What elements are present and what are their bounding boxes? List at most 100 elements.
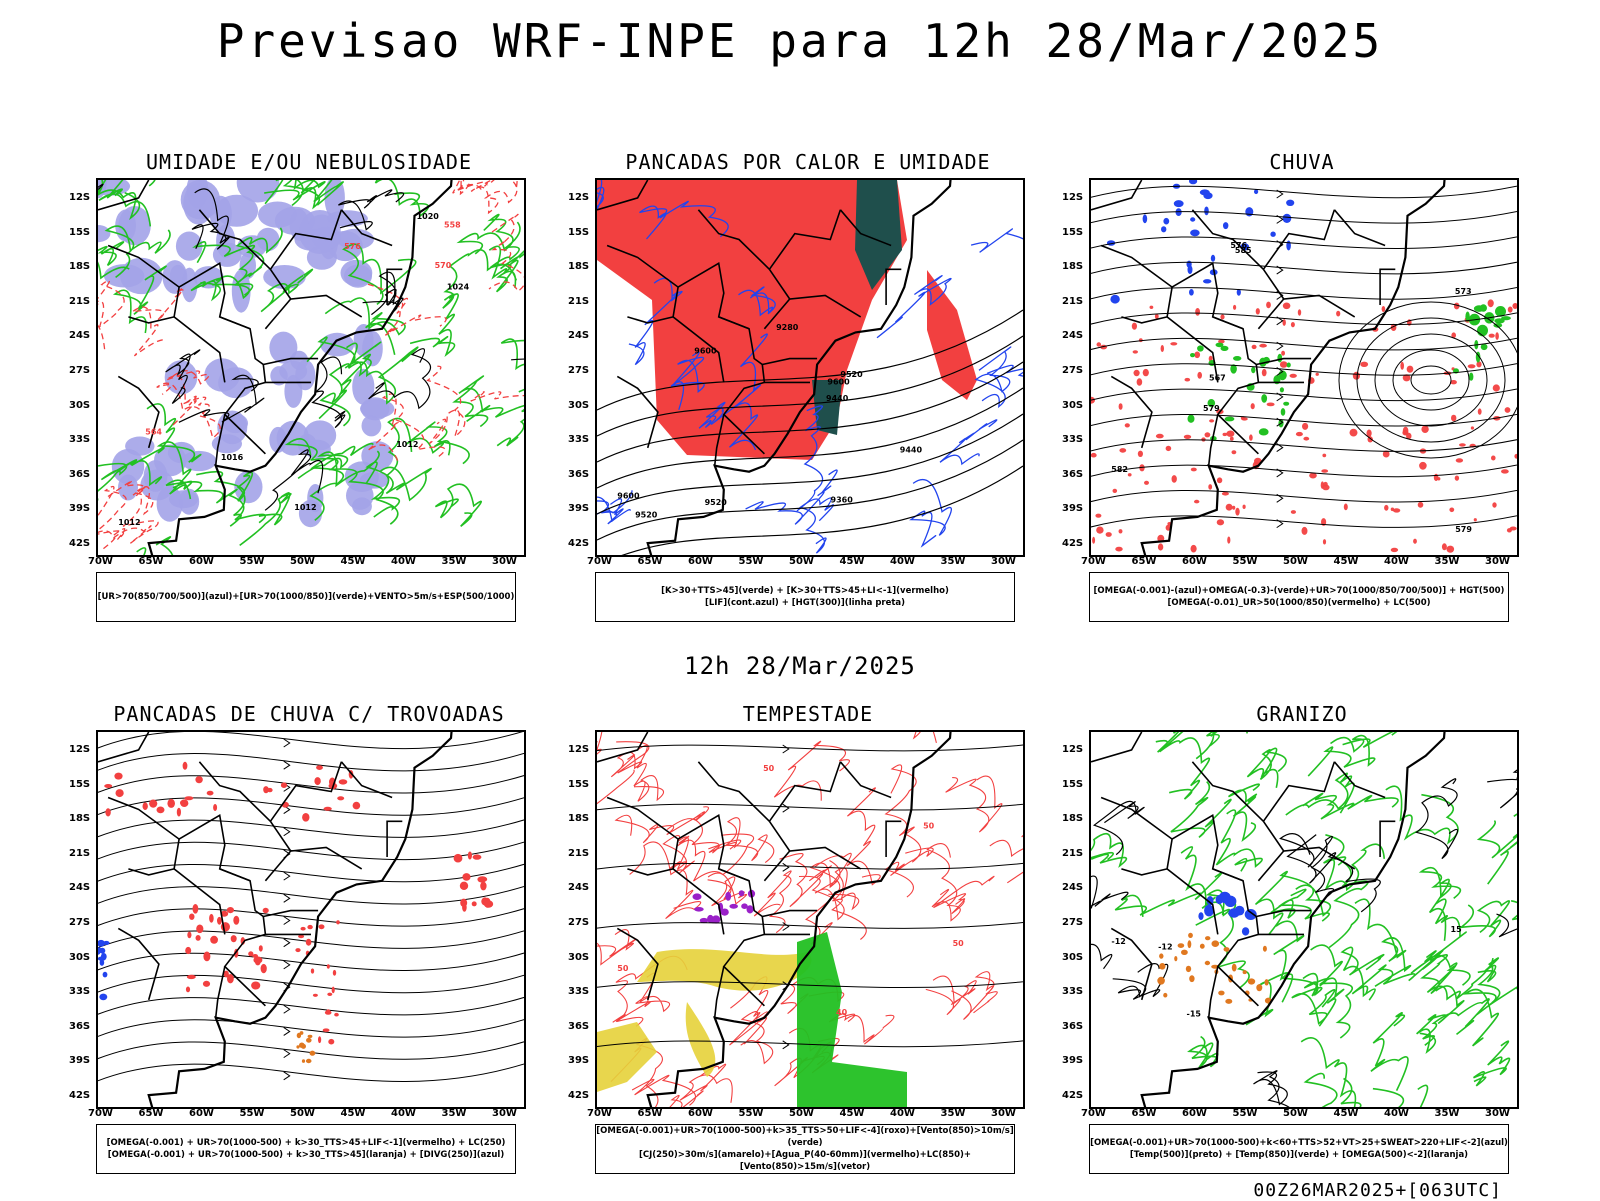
lat-tick-label: 36S xyxy=(1062,1020,1084,1032)
lat-tick-label: 36S xyxy=(1062,468,1084,480)
lon-tick-label: 65W xyxy=(637,556,663,567)
lon-tick-label: 40W xyxy=(890,556,915,567)
lon-tick-label: 65W xyxy=(1131,556,1157,567)
lat-tick-label: 24S xyxy=(568,330,590,342)
contour-label: 1012 xyxy=(396,440,418,449)
map-granizo: -12 -15 -12 15 xyxy=(1089,730,1519,1109)
lat-tick-label: 33S xyxy=(69,434,91,446)
contour-label: 1012 xyxy=(294,503,316,512)
contour-label: 570 xyxy=(435,261,452,270)
contour-label: 576 xyxy=(1230,241,1247,250)
lon-tick-label: 60W xyxy=(1182,556,1207,567)
contour-label: 1016 xyxy=(221,453,244,462)
lat-tick-label: 42S xyxy=(568,538,590,549)
legend-line: [LIF](cont.azul) + [HGT(300)](linha pret… xyxy=(704,598,906,608)
panel-title-pancadas-calor: PANCADAS POR CALOR E UMIDADE xyxy=(625,150,991,174)
lon-tick-label: 70W xyxy=(1081,556,1106,567)
lat-tick-label: 15S xyxy=(1062,778,1084,790)
legend-line: [K>30+TTS>45](verde) + [K>30+TTS>45+LI<-… xyxy=(661,586,949,596)
lat-tick-label: 18S xyxy=(69,261,91,273)
lon-tick-label: 45W xyxy=(839,556,865,567)
lon-tick-label: 30W xyxy=(492,1108,517,1119)
legend-line: [OMEGA(-0.001) + UR>70(1000-500) + k>30_… xyxy=(107,1150,505,1160)
lon-tick-label: 45W xyxy=(1333,556,1359,567)
lat-tick-label: 12S xyxy=(69,192,91,203)
lon-tick-label: 45W xyxy=(340,556,366,567)
lon-tick-label: 45W xyxy=(340,1108,366,1119)
panel-title-chuva: CHUVA xyxy=(1269,150,1335,174)
lat-tick-label: 39S xyxy=(1062,503,1084,515)
lat-tick-label: 24S xyxy=(1062,882,1084,894)
contour-label: 50 xyxy=(953,939,965,948)
lon-tick-label: 40W xyxy=(890,1108,915,1119)
lon-tick-label: 35W xyxy=(940,1108,966,1119)
lon-tick-label: 35W xyxy=(940,556,966,567)
lat-tick-label: 15S xyxy=(69,226,91,238)
lat-tick-label: 30S xyxy=(1062,399,1084,411)
legend-pancadas-calor: [K>30+TTS>45](verde) + [K>30+TTS>45+LI<-… xyxy=(595,572,1015,622)
contour-label: 9440 xyxy=(826,394,849,403)
lat-tick-label: 21S xyxy=(568,847,590,859)
contour-label: 9520 xyxy=(705,498,728,507)
contour-label: 9280 xyxy=(776,323,799,332)
lon-tick-label: 55W xyxy=(738,556,764,567)
contour-label: 579 xyxy=(1203,404,1220,413)
lat-tick-label: 18S xyxy=(1062,261,1084,273)
lat-tick-label: 30S xyxy=(568,951,590,963)
contour-label: 579 xyxy=(1455,525,1472,534)
lon-tick-label: 30W xyxy=(1485,556,1510,567)
lat-tick-label: 12S xyxy=(1062,744,1084,755)
lat-tick-label: 24S xyxy=(1062,330,1084,342)
lat-tick-label: 12S xyxy=(568,192,590,203)
contour-label: -12 xyxy=(1111,937,1125,946)
lat-tick-label: 39S xyxy=(69,1055,91,1067)
lat-tick-label: 21S xyxy=(568,295,590,307)
legend-line: [Temp(500)](preto) + [Temp(850)](verde) … xyxy=(1129,1150,1469,1160)
lon-tick-label: 40W xyxy=(391,556,416,567)
contour-label: 9520 xyxy=(840,370,863,379)
lat-tick-label: 42S xyxy=(69,1090,91,1101)
lat-tick-label: 42S xyxy=(568,1090,590,1101)
lon-tick-label: 60W xyxy=(1182,1108,1207,1119)
lat-tick-label: 36S xyxy=(69,1020,91,1032)
lon-tick-label: 55W xyxy=(239,1108,265,1119)
contour-label: 9440 xyxy=(900,446,923,455)
contour-label: 50 xyxy=(923,822,935,831)
legend-tempestade: [OMEGA(-0.001)+UR>70(1000-500)+k>35_TTS>… xyxy=(595,1124,1015,1174)
contour-label: 567 xyxy=(1209,374,1226,383)
lon-tick-label: 35W xyxy=(441,1108,467,1119)
lon-tick-label: 30W xyxy=(991,556,1016,567)
lat-tick-label: 27S xyxy=(69,365,91,376)
lon-tick-label: 30W xyxy=(1485,1108,1510,1119)
lon-tick-label: 40W xyxy=(391,1108,416,1119)
lat-tick-label: 36S xyxy=(568,468,590,480)
lon-tick-label: 70W xyxy=(587,556,612,567)
lat-tick-label: 27S xyxy=(1062,365,1084,376)
lat-tick-label: 24S xyxy=(568,882,590,894)
lon-tick-label: 40W xyxy=(1384,556,1409,567)
panel-title-umidade: UMIDADE E/OU NEBULOSIDADE xyxy=(145,150,473,174)
lon-tick-label: 70W xyxy=(1081,1108,1106,1119)
lon-tick-label: 70W xyxy=(587,1108,612,1119)
lon-tick-label: 60W xyxy=(189,1108,214,1119)
lat-tick-label: 30S xyxy=(568,399,590,411)
contour-label: 1012 xyxy=(118,518,140,527)
legend-line: [OMEGA(-0.001)+UR>70(1000-500)+k>35_TTS>… xyxy=(596,1126,1014,1148)
lon-tick-label: 35W xyxy=(1434,1108,1460,1119)
contour-label: 9600 xyxy=(617,491,640,500)
lon-tick-label: 50W xyxy=(290,1108,315,1119)
lat-tick-label: 39S xyxy=(1062,1055,1084,1067)
lat-tick-label: 27S xyxy=(568,365,590,376)
lat-tick-label: 21S xyxy=(1062,847,1084,859)
lon-tick-label: 35W xyxy=(441,556,467,567)
contour-label: 9600 xyxy=(827,377,850,386)
contour-label: 50 xyxy=(617,964,629,973)
map-pancadas-calor: 9600 9520 9600 9520 9440 9360 9280 9520 9440 9600 xyxy=(595,178,1025,557)
lon-tick-label: 30W xyxy=(492,556,517,567)
lat-tick-label: 30S xyxy=(1062,951,1084,963)
contour-label: -15 xyxy=(1187,1010,1202,1019)
lon-tick-label: 70W xyxy=(88,1108,113,1119)
lat-tick-label: 30S xyxy=(69,951,91,963)
contour-label: 558 xyxy=(444,221,461,230)
contour-label: 582 xyxy=(1111,465,1128,474)
